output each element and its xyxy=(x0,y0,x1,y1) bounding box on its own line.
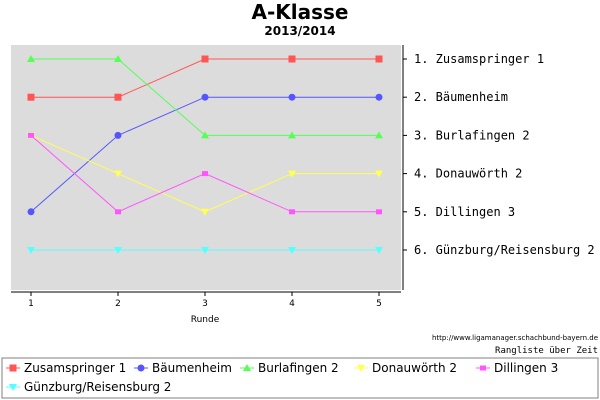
legend-label: Dillingen 3 xyxy=(494,361,558,375)
series-point xyxy=(114,247,122,254)
x-axis-label: Runde xyxy=(191,315,220,325)
rank-axis xyxy=(402,45,407,290)
series-5 xyxy=(27,247,383,254)
legend-label: Burlafingen 2 xyxy=(258,361,339,375)
legend-swatch-marker xyxy=(137,364,145,372)
series-point xyxy=(288,170,296,178)
series-point xyxy=(114,131,122,139)
chart-caption: Rangliste über Zeit xyxy=(495,346,598,356)
series-point xyxy=(27,55,35,62)
series-point xyxy=(375,170,383,178)
x-tick-label: 1 xyxy=(28,299,34,309)
legend-swatch-marker xyxy=(9,384,17,391)
rank-label: 6. Günzburg/Reisensburg 2 xyxy=(414,243,595,257)
series-point xyxy=(201,131,209,139)
legend-label: Zusamspringer 1 xyxy=(24,361,126,375)
series-point xyxy=(27,247,35,254)
legend-box xyxy=(1,357,599,399)
series-layer xyxy=(27,55,383,254)
series-4 xyxy=(28,132,382,215)
plot-area xyxy=(11,45,401,290)
series-point xyxy=(27,208,35,216)
legend-swatch-marker xyxy=(480,365,486,371)
series-point xyxy=(288,55,296,63)
legend-item: Dillingen 3 xyxy=(476,361,558,375)
series-point xyxy=(375,93,383,101)
legend-label: Donauwörth 2 xyxy=(372,361,457,375)
legend-swatch-marker xyxy=(9,364,17,372)
series-point xyxy=(114,170,122,178)
x-axis: 1 2 3 4 5 xyxy=(11,291,401,309)
legend-item: Donauwörth 2 xyxy=(354,361,457,375)
legend-item: Günzburg/Reisensburg 2 xyxy=(6,380,171,394)
series-point xyxy=(201,208,209,216)
legend-label: Günzburg/Reisensburg 2 xyxy=(24,380,171,394)
series-point xyxy=(289,209,295,215)
series-point xyxy=(288,131,296,139)
legend-swatch-marker xyxy=(357,365,365,372)
series-point xyxy=(114,93,122,101)
series-point xyxy=(288,93,296,101)
legend-item: Bäumenheim xyxy=(134,361,232,375)
series-point xyxy=(202,171,208,177)
rank-label: 5. Dillingen 3 xyxy=(414,205,515,219)
series-point xyxy=(115,209,121,215)
series-point xyxy=(375,247,383,254)
legend-swatch-marker xyxy=(243,364,251,371)
series-point xyxy=(375,131,383,139)
source-url: http://www.ligamanager.schachbund-bayern… xyxy=(432,334,598,342)
rank-labels: 1. Zusamspringer 1 2. Bäumenheim 3. Burlaf… xyxy=(414,52,595,257)
series-2 xyxy=(27,55,383,139)
series-point xyxy=(28,132,34,138)
x-tick-label: 3 xyxy=(202,299,208,309)
series-point xyxy=(201,247,209,254)
series-point xyxy=(288,247,296,254)
legend-item: Zusamspringer 1 xyxy=(6,361,126,375)
rank-label: 1. Zusamspringer 1 xyxy=(414,52,544,66)
series-point xyxy=(375,55,383,63)
legend-item: Burlafingen 2 xyxy=(240,361,339,375)
series-point xyxy=(27,93,35,101)
rank-label: 4. Donauwörth 2 xyxy=(414,167,522,181)
legend-label: Bäumenheim xyxy=(152,361,232,375)
series-point xyxy=(114,55,122,62)
chart-subtitle: 2013/2014 xyxy=(264,24,335,38)
series-point xyxy=(376,209,382,215)
rank-label: 2. Bäumenheim xyxy=(414,90,508,104)
chart-title: A-Klasse xyxy=(251,0,348,24)
series-0 xyxy=(27,55,383,101)
x-tick-label: 5 xyxy=(376,299,382,309)
x-tick-label: 4 xyxy=(289,299,295,309)
legend: Zusamspringer 1 Bäumenheim Burlafingen 2 Do… xyxy=(6,361,558,394)
series-point xyxy=(201,93,209,101)
x-tick-label: 2 xyxy=(115,299,121,309)
series-point xyxy=(201,55,209,63)
rank-label: 3. Burlafingen 2 xyxy=(414,128,530,142)
